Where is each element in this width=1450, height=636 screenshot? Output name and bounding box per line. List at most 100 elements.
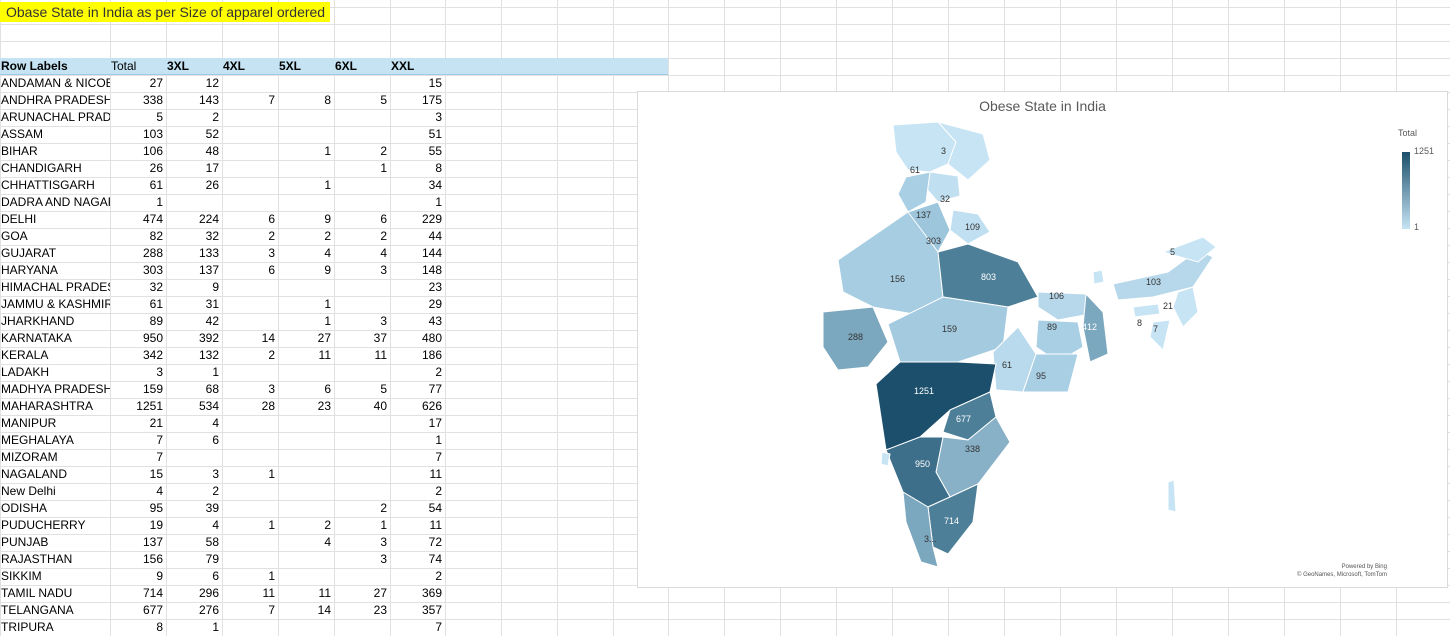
table-row-label[interactable]: GOA bbox=[1, 229, 28, 243]
table-value-cell[interactable] bbox=[278, 500, 334, 517]
table-value-cell[interactable] bbox=[334, 619, 390, 636]
table-header-cell[interactable]: XXL bbox=[391, 59, 415, 73]
table-value-cell[interactable]: 11 bbox=[318, 586, 331, 600]
table-value-cell[interactable]: 31 bbox=[205, 297, 219, 311]
table-value-cell[interactable]: 338 bbox=[142, 93, 163, 107]
table-value-cell[interactable]: 144 bbox=[421, 246, 442, 260]
table-value-cell[interactable] bbox=[278, 160, 334, 177]
table-value-cell[interactable]: 2 bbox=[324, 518, 331, 532]
table-value-cell[interactable] bbox=[222, 75, 278, 92]
table-value-cell[interactable]: 74 bbox=[428, 552, 442, 566]
table-value-cell[interactable]: 7 bbox=[268, 93, 275, 107]
table-value-cell[interactable]: 11 bbox=[429, 467, 442, 481]
punjab-region[interactable] bbox=[897, 171, 931, 213]
table-value-cell[interactable] bbox=[222, 364, 278, 381]
table-value-cell[interactable]: 79 bbox=[205, 552, 219, 566]
table-value-cell[interactable]: 14 bbox=[261, 331, 275, 345]
table-value-cell[interactable]: 7 bbox=[435, 450, 442, 464]
table-row-label[interactable]: CHANDIGARH bbox=[1, 161, 82, 175]
table-value-cell[interactable]: 23 bbox=[317, 399, 331, 413]
wb-region[interactable] bbox=[1082, 292, 1109, 363]
table-value-cell[interactable]: 2 bbox=[212, 110, 219, 124]
table-value-cell[interactable]: 15 bbox=[149, 467, 163, 481]
table-value-cell[interactable]: 89 bbox=[149, 314, 163, 328]
table-value-cell[interactable]: 1 bbox=[156, 195, 163, 209]
table-value-cell[interactable]: 9 bbox=[156, 569, 163, 583]
kerala-region[interactable] bbox=[902, 491, 939, 568]
table-value-cell[interactable] bbox=[278, 568, 334, 585]
table-value-cell[interactable] bbox=[278, 364, 334, 381]
table-value-cell[interactable]: 137 bbox=[142, 535, 163, 549]
table-value-cell[interactable] bbox=[222, 313, 278, 330]
table-value-cell[interactable] bbox=[278, 279, 334, 296]
table-value-cell[interactable]: 4 bbox=[324, 246, 331, 260]
table-value-cell[interactable]: 4 bbox=[324, 535, 331, 549]
table-value-cell[interactable]: 11 bbox=[374, 348, 387, 362]
table-value-cell[interactable]: 34 bbox=[428, 178, 442, 192]
table-value-cell[interactable] bbox=[278, 126, 334, 143]
table-value-cell[interactable]: 9 bbox=[324, 212, 331, 226]
table-value-cell[interactable]: 1 bbox=[268, 518, 275, 532]
table-value-cell[interactable]: 48 bbox=[205, 144, 219, 158]
table-value-cell[interactable]: 1251 bbox=[136, 399, 163, 413]
table-value-cell[interactable]: 61 bbox=[149, 178, 163, 192]
map-chart[interactable]: Obese State in India Total 1251 1 3 61 32 1… bbox=[637, 91, 1448, 588]
table-value-cell[interactable]: 474 bbox=[142, 212, 163, 226]
table-value-cell[interactable]: 1 bbox=[324, 314, 331, 328]
table-value-cell[interactable]: 1 bbox=[324, 297, 331, 311]
table-value-cell[interactable]: 1 bbox=[380, 161, 387, 175]
table-value-cell[interactable]: 4 bbox=[380, 246, 387, 260]
table-value-cell[interactable]: 1 bbox=[324, 144, 331, 158]
table-value-cell[interactable]: 342 bbox=[142, 348, 163, 362]
table-value-cell[interactable]: 2 bbox=[435, 365, 442, 379]
table-value-cell[interactable]: 12 bbox=[205, 76, 219, 90]
table-value-cell[interactable]: 133 bbox=[198, 246, 219, 260]
table-value-cell[interactable]: 132 bbox=[198, 348, 219, 362]
table-value-cell[interactable]: 55 bbox=[428, 144, 442, 158]
table-value-cell[interactable]: 3 bbox=[156, 365, 163, 379]
table-row-label[interactable]: GUJARAT bbox=[1, 246, 57, 260]
table-row-label[interactable]: BIHAR bbox=[1, 144, 38, 158]
table-value-cell[interactable]: 288 bbox=[142, 246, 163, 260]
arunachal-region[interactable] bbox=[1161, 236, 1217, 263]
table-row-label[interactable]: SIKKIM bbox=[1, 569, 42, 583]
table-row-label[interactable]: New Delhi bbox=[1, 484, 56, 498]
table-value-cell[interactable]: 17 bbox=[205, 161, 219, 175]
table-row-label[interactable]: HIMACHAL PRADESH bbox=[1, 280, 110, 294]
table-value-cell[interactable] bbox=[278, 109, 334, 126]
table-value-cell[interactable]: 626 bbox=[421, 399, 442, 413]
table-row-label[interactable]: ANDHRA PRADESH bbox=[1, 93, 110, 107]
table-value-cell[interactable]: 106 bbox=[142, 144, 163, 158]
table-value-cell[interactable]: 156 bbox=[142, 552, 163, 566]
table-value-cell[interactable]: 2 bbox=[324, 229, 331, 243]
table-value-cell[interactable] bbox=[334, 75, 390, 92]
table-value-cell[interactable] bbox=[222, 619, 278, 636]
table-value-cell[interactable]: 17 bbox=[428, 416, 442, 430]
table-value-cell[interactable]: 1 bbox=[435, 433, 442, 447]
table-value-cell[interactable]: 23 bbox=[373, 603, 387, 617]
table-value-cell[interactable]: 137 bbox=[198, 263, 219, 277]
nagaland-manipur-region[interactable] bbox=[1172, 286, 1199, 328]
table-value-cell[interactable]: 14 bbox=[317, 603, 331, 617]
table-value-cell[interactable] bbox=[222, 279, 278, 296]
table-row-label[interactable]: DADRA AND NAGAR bbox=[1, 195, 110, 209]
table-header-cell[interactable]: Row Labels bbox=[1, 59, 68, 73]
goa-region[interactable] bbox=[880, 451, 891, 467]
table-value-cell[interactable]: 2 bbox=[380, 144, 387, 158]
table-value-cell[interactable]: 4 bbox=[212, 518, 219, 532]
table-value-cell[interactable]: 2 bbox=[435, 484, 442, 498]
table-row-label[interactable]: ASSAM bbox=[1, 127, 44, 141]
sheet-title-cell[interactable]: Obase State in India as per Size of appa… bbox=[0, 2, 330, 22]
table-value-cell[interactable]: 32 bbox=[149, 280, 163, 294]
table-value-cell[interactable]: 26 bbox=[205, 178, 219, 192]
table-value-cell[interactable]: 44 bbox=[428, 229, 442, 243]
table-value-cell[interactable]: 11 bbox=[318, 348, 331, 362]
table-value-cell[interactable]: 303 bbox=[142, 263, 163, 277]
table-value-cell[interactable]: 27 bbox=[317, 331, 331, 345]
table-value-cell[interactable]: 296 bbox=[198, 586, 219, 600]
table-value-cell[interactable]: 7 bbox=[156, 450, 163, 464]
table-value-cell[interactable]: 77 bbox=[428, 382, 442, 396]
table-value-cell[interactable]: 3 bbox=[380, 314, 387, 328]
table-value-cell[interactable] bbox=[222, 109, 278, 126]
table-value-cell[interactable] bbox=[334, 279, 390, 296]
